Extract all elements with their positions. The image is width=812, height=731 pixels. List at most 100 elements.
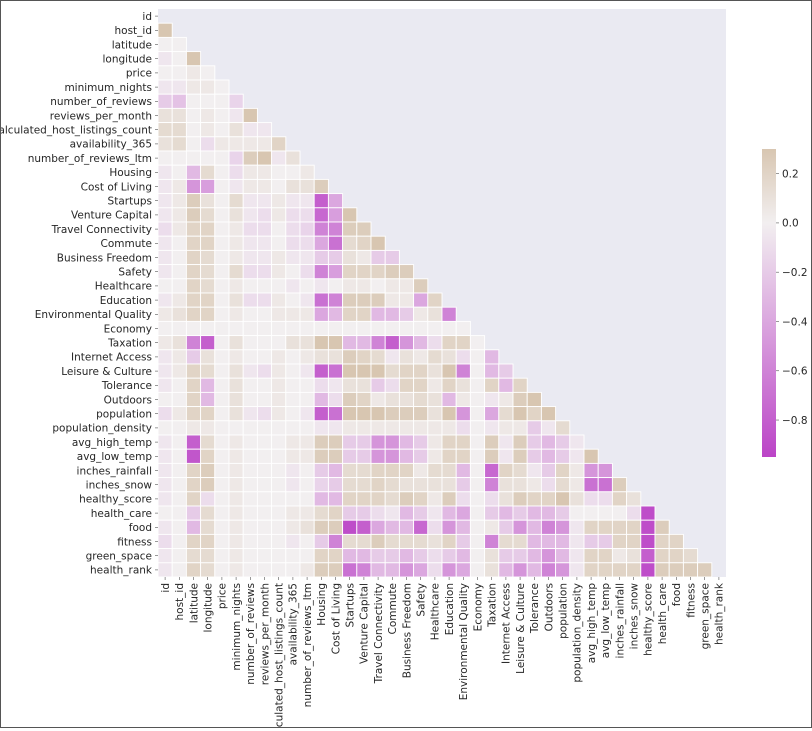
heatmap-cell: health_rank / population — [555, 562, 571, 578]
heatmap-cell: inches_rainfall / Travel Connectivity — [370, 462, 386, 479]
heatmap-cell: Safety / number_of_reviews — [242, 264, 258, 280]
heatmap-cell: Cost of Living / availability_365 — [285, 178, 301, 195]
heatmap-cell: Venture Capital / price — [214, 207, 230, 223]
heatmap-cell: healthy_score / latitude — [185, 491, 202, 507]
heatmap-cell: healthy_score / longitude — [200, 491, 216, 507]
heatmap-cell: Housing / latitude — [185, 164, 202, 180]
x-tick-label: Healthcare — [430, 583, 442, 640]
heatmap-cell: Taxation / Commute — [384, 335, 400, 351]
heatmap-cell: inches_snow / Travel Connectivity — [370, 477, 386, 493]
heatmap-cell: Internet Access / availability_365 — [285, 349, 301, 365]
heatmap-cell: inches_rainfall / Internet Access — [498, 462, 514, 479]
heatmap-cell: Commute / longitude — [200, 235, 216, 251]
heatmap-cell: fitness / inches_rainfall — [611, 533, 628, 550]
heatmap-cell: fitness / host_id — [171, 533, 187, 550]
heatmap-cell: green_space / number_of_reviews_ltm — [299, 548, 315, 564]
heatmap-cell: Leisure & Culture / Education — [441, 363, 457, 379]
x-tick-label: Startups — [345, 583, 357, 627]
heatmap-cell: avg_high_temp / longitude — [200, 434, 216, 450]
heatmap-cell: Healthcare / price — [214, 278, 230, 294]
heatmap-cell: health_rank / Internet Access — [498, 562, 514, 578]
heatmap-cell: healthy_score / population_density — [569, 491, 585, 507]
heatmap-cell: Startups / host_id — [171, 193, 187, 209]
heatmap-cell: Travel Connectivity / calculated_host_li… — [271, 221, 287, 237]
heatmap-cell: health_care / Internet Access — [498, 505, 514, 521]
heatmap-cell: Housing / number_of_reviews_ltm — [299, 164, 315, 180]
heatmap-cell: Travel Connectivity / host_id — [171, 221, 187, 237]
heatmap-cell: Safety / host_id — [171, 264, 187, 280]
heatmap-cell: healthy_score / Taxation — [484, 491, 500, 507]
heatmap-cell: Outdoors / number_of_reviews — [242, 391, 258, 408]
heatmap-cell: population_density / Cost of Living — [327, 420, 344, 436]
heatmap-cell: Outdoors / number_of_reviews_ltm — [299, 391, 315, 408]
heatmap-cell: Commute / availability_365 — [285, 235, 301, 251]
heatmap-cell: Taxation / Startups — [342, 335, 358, 351]
heatmap-cell: Environmental Quality / Housing — [313, 306, 329, 322]
heatmap-cell: inches_rainfall / host_id — [171, 462, 187, 479]
heatmap-cell: inches_rainfall / Environmental Quality — [455, 462, 471, 479]
heatmap-cell: inches_rainfall / Healthcare — [427, 462, 443, 479]
heatmap-cell: Education / price — [214, 292, 230, 308]
heatmap-cell: inches_snow / Cost of Living — [327, 477, 344, 493]
heatmap-cell: Startups / minimum_nights — [228, 193, 244, 209]
heatmap-cell: Environmental Quality / Venture Capital — [356, 306, 372, 322]
heatmap-cell: reviews_per_month / host_id — [171, 107, 187, 124]
heatmap-cell: Commute / minimum_nights — [228, 235, 244, 251]
heatmap-cell: Economy / Business Freedom — [398, 320, 415, 337]
y-tick-label: Housing — [109, 167, 152, 179]
heatmap-cell: Taxation / availability_365 — [285, 335, 301, 351]
heatmap-cell: inches_snow / Healthcare — [427, 477, 443, 493]
heatmap-cell: fitness / number_of_reviews_ltm — [299, 533, 315, 550]
heatmap-cell: Leisure & Culture / Economy — [469, 363, 486, 379]
heatmap-cell: number_of_reviews_ltm / reviews_per_mont… — [256, 150, 273, 166]
heatmap-cell: green_space / Cost of Living — [327, 548, 344, 564]
heatmap-cell: health_care / Environmental Quality — [455, 505, 471, 521]
heatmap-cell: Tolerance / Education — [441, 377, 457, 393]
heatmap-cell: population_density / number_of_reviews_l… — [299, 420, 315, 436]
heatmap-cell: Tolerance / Internet Access — [498, 377, 514, 393]
heatmap-cell: food / number_of_reviews — [242, 519, 258, 535]
heatmap-cell: Venture Capital / number_of_reviews_ltm — [299, 207, 315, 223]
heatmap-cell: inches_rainfall / Taxation — [484, 462, 500, 479]
heatmap-cell: availability_365 / minimum_nights — [228, 136, 244, 152]
heatmap-cell: inches_rainfall / Business Freedom — [398, 462, 415, 479]
heatmap-cell: food / inches_rainfall — [611, 519, 628, 535]
heatmap-cell: inches_rainfall / Outdoors — [540, 462, 557, 479]
heatmap-cell: inches_snow / Leisure & Culture — [512, 477, 528, 493]
heatmap-cell: Safety / id — [157, 264, 173, 280]
heatmap-cell: population / host_id — [171, 406, 187, 422]
heatmap-cell: inches_rainfall / price — [214, 462, 230, 479]
heatmap-cell: health_rank / Commute — [384, 562, 400, 578]
heatmap-cell: inches_snow / availability_365 — [285, 477, 301, 493]
heatmap-cell: food / Tolerance — [526, 519, 542, 535]
heatmap-cell: Tolerance / Startups — [342, 377, 358, 393]
x-tick-label: Tolerance — [529, 583, 541, 634]
heatmap-cell: Environmental Quality / host_id — [171, 306, 187, 322]
heatmap-cell: Economy / Venture Capital — [356, 320, 372, 337]
heatmap-cell: avg_high_temp / availability_365 — [285, 434, 301, 450]
heatmap-cell: Leisure & Culture / minimum_nights — [228, 363, 244, 379]
heatmap-cell: green_space / calculated_host_listings_c… — [271, 548, 287, 564]
heatmap-cell: Venture Capital / id — [157, 207, 173, 223]
heatmap-cell: Education / availability_365 — [285, 292, 301, 308]
heatmap-cell: fitness / latitude — [185, 533, 202, 550]
heatmap-cell: green_space / host_id — [171, 548, 187, 564]
heatmap-cell: population / minimum_nights — [228, 406, 244, 422]
x-tick-label: Taxation — [487, 583, 499, 628]
heatmap-cell: calculated_host_listings_count / number_… — [242, 122, 258, 138]
heatmap-cell: avg_low_temp / Cost of Living — [327, 448, 344, 464]
heatmap-cell: Safety / longitude — [200, 264, 216, 280]
heatmap-cell: Commute / Cost of Living — [327, 235, 344, 251]
heatmap-cell: Education / Business Freedom — [398, 292, 415, 308]
heatmap-cell: green_space / fitness — [682, 548, 699, 564]
heatmap-cell: Travel Connectivity / Housing — [313, 221, 329, 237]
heatmap-cell: population_density / Environmental Quali… — [455, 420, 471, 436]
heatmap-cell: avg_high_temp / Safety — [413, 434, 429, 450]
heatmap-cell: Business Freedom / longitude — [200, 249, 216, 266]
heatmap-cell: inches_rainfall / latitude — [185, 462, 202, 479]
heatmap-cell: avg_high_temp / price — [214, 434, 230, 450]
heatmap-cell: fitness / avg_high_temp — [583, 533, 599, 550]
heatmap-cell: avg_low_temp / number_of_reviews_ltm — [299, 448, 315, 464]
x-tick-label: availability_365 — [288, 583, 300, 665]
heatmap-cell: healthy_score / Commute — [384, 491, 400, 507]
